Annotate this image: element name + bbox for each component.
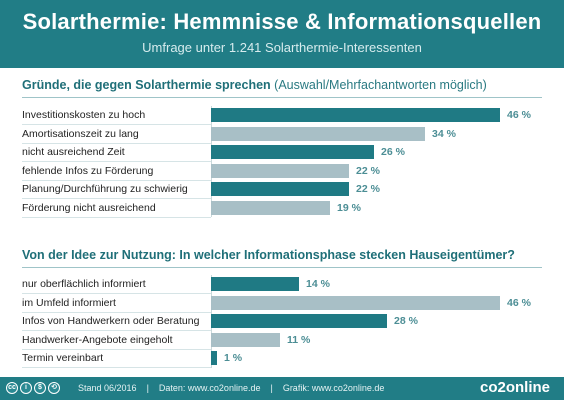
footer-stand: Stand 06/2016 — [78, 383, 137, 393]
chart1-rule — [22, 97, 542, 98]
chart1-category-label: Förderung nicht ausreichend — [22, 201, 156, 214]
chart1-bar — [211, 200, 330, 215]
chart1-category-label: Investitionskosten zu hoch — [22, 109, 146, 121]
chart1-title-text: Gründe, die gegen Solarthermie sprechen — [22, 78, 271, 92]
chart2-category-label: im Umfeld informiert — [22, 296, 116, 309]
chart2-bar — [211, 332, 280, 347]
license-icons: cc i $ ⟲ — [6, 382, 60, 394]
chart2-category-label: nur oberflächlich informiert — [22, 278, 146, 290]
chart1-bar — [211, 163, 349, 178]
cc-icon: cc — [6, 382, 18, 394]
chart1-value-label: 46 % — [507, 109, 531, 121]
chart2-row-divider — [22, 348, 211, 350]
footer-separator: | — [270, 383, 273, 393]
chart1-bar — [211, 182, 349, 196]
chart1-bar — [211, 145, 374, 159]
chart1-axis-line — [211, 106, 212, 217]
chart2-value-label: 11 % — [287, 333, 311, 346]
by-icon: i — [20, 382, 32, 394]
chart1-value-label: 22 % — [356, 183, 380, 195]
chart2-bar — [211, 277, 299, 291]
chart1-bar — [211, 126, 425, 141]
chart1-row-divider — [22, 142, 211, 144]
footer-meta: Stand 06/2016 | Daten: www.co2online.de | Gr… — [78, 383, 384, 393]
chart2-row-divider — [22, 311, 211, 313]
chart1-row-divider — [22, 179, 211, 181]
page-subtitle: Umfrage unter 1.241 Solarthermie-Interes… — [142, 40, 422, 55]
footer-separator: | — [146, 383, 149, 393]
chart1-row-divider — [22, 124, 211, 125]
header-banner: Solarthermie: Hemmnisse & Informationsqu… — [0, 0, 564, 68]
footer-grafik: Grafik: www.co2online.de — [282, 383, 385, 393]
sa-icon: ⟲ — [48, 382, 60, 394]
chart1-category-label: nicht ausreichend Zeit — [22, 146, 125, 158]
chart1-value-label: 26 % — [381, 146, 405, 158]
chart1-row-divider — [22, 198, 211, 199]
chart2-bar — [211, 351, 217, 365]
chart2-rule — [22, 267, 542, 268]
chart2-category-label: Handwerker-Angebote eingeholt — [22, 333, 173, 346]
chart1-category-label: Planung/Durchführung zu schwierig — [22, 183, 188, 195]
chart2-bar — [211, 314, 387, 328]
nc-icon: $ — [34, 382, 46, 394]
footer-daten: Daten: www.co2online.de — [158, 383, 261, 393]
chart2-bar — [211, 295, 500, 310]
chart1-category-label: fehlende Infos zu Förderung — [22, 164, 154, 177]
chart2-row-divider — [22, 330, 211, 331]
chart2-category-label: Infos von Handwerkern oder Beratung — [22, 315, 200, 327]
chart1-value-label: 22 % — [356, 164, 380, 177]
chart2-row-divider — [22, 293, 211, 294]
chart1-category-label: Amortisationszeit zu lang — [22, 127, 139, 140]
chart2-category-label: Termin vereinbart — [22, 352, 104, 364]
chart2-value-label: 14 % — [306, 278, 330, 290]
chart1-title: Gründe, die gegen Solarthermie sprechen … — [22, 78, 487, 92]
chart2-row-divider — [22, 367, 211, 368]
chart2-value-label: 1 % — [224, 352, 243, 364]
brand-logo: co2online — [479, 379, 550, 396]
chart2-title: Von der Idee zur Nutzung: In welcher Inf… — [22, 248, 515, 262]
chart1-bar — [211, 108, 500, 122]
chart1-value-label: 34 % — [432, 127, 456, 140]
chart2-value-label: 28 % — [394, 315, 418, 327]
chart2-value-label: 46 % — [507, 296, 531, 309]
chart2-title-text: Von der Idee zur Nutzung: In welcher Inf… — [22, 248, 515, 262]
footer-bar: cc i $ ⟲ Stand 06/2016 | Daten: www.co2onl… — [0, 377, 564, 400]
page-title: Solarthermie: Hemmnisse & Informationsqu… — [22, 9, 542, 34]
chart1-note: (Auswahl/Mehrfachantworten möglich) — [274, 78, 487, 92]
chart1-value-label: 19 % — [337, 201, 361, 214]
chart1-row-divider — [22, 161, 211, 162]
chart1-row-divider — [22, 216, 211, 218]
